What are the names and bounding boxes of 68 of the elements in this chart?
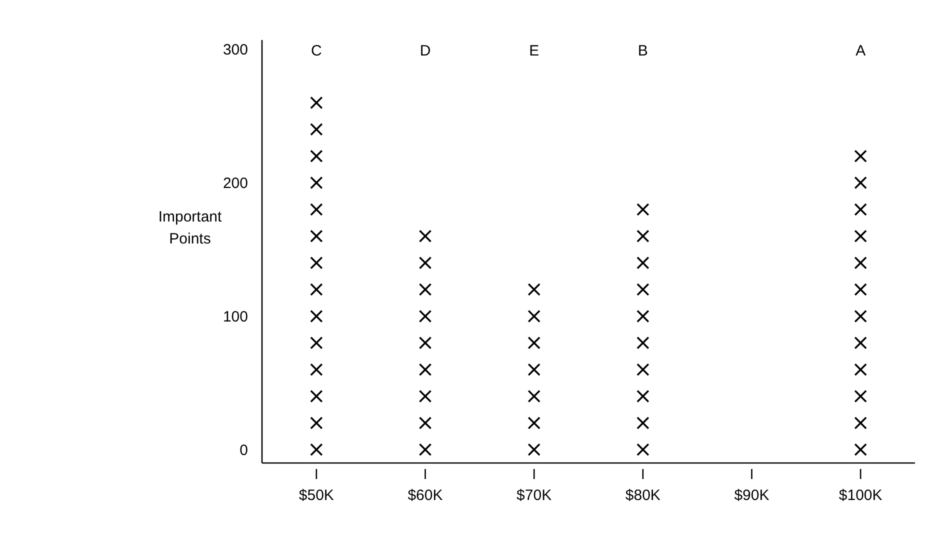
point [418, 363, 432, 376]
point [854, 336, 867, 350]
point [636, 310, 650, 323]
point [310, 363, 323, 376]
y-tick-label: 200 [222, 175, 248, 192]
point [310, 123, 323, 136]
point [310, 416, 323, 430]
point [854, 176, 867, 190]
point [418, 443, 432, 456]
annotation: C [310, 42, 322, 60]
point [854, 443, 867, 456]
point [418, 283, 432, 296]
x-tick-label: $80K [625, 487, 660, 504]
point [854, 230, 867, 243]
annotation: D [420, 42, 431, 60]
point [310, 176, 323, 190]
point [854, 310, 867, 323]
y-axis-title: Important Points [158, 208, 223, 248]
point [528, 443, 540, 456]
point [310, 283, 323, 296]
y-tick-label: 100 [222, 308, 248, 326]
point [854, 203, 867, 216]
point [854, 150, 867, 162]
point [418, 390, 432, 403]
point [854, 363, 867, 376]
point [418, 416, 432, 430]
point [418, 230, 432, 243]
point [854, 283, 867, 296]
point [636, 336, 650, 350]
y-tick-label: 300 [222, 42, 248, 59]
point [310, 230, 323, 243]
point [310, 203, 323, 216]
point [310, 150, 323, 162]
point [636, 443, 650, 456]
point [636, 230, 650, 243]
point [528, 416, 540, 430]
annotation: E [529, 42, 540, 60]
y-tick-label: 0 [240, 442, 248, 459]
annotation: B [638, 42, 648, 60]
point [310, 310, 323, 323]
point [636, 256, 650, 270]
point [310, 96, 323, 110]
x-tick-label: $60K [408, 487, 443, 504]
point [528, 283, 540, 296]
point [854, 390, 867, 403]
point [310, 256, 323, 270]
point [418, 336, 432, 350]
point [528, 363, 540, 376]
point [528, 310, 540, 323]
point [528, 336, 540, 350]
point [310, 443, 323, 456]
x-tick-label: $90K [734, 487, 770, 504]
point [636, 363, 650, 376]
point [310, 390, 323, 403]
point [854, 256, 867, 270]
point [310, 336, 323, 350]
point [854, 416, 867, 430]
point [636, 416, 650, 430]
x-tick-label: $70K [516, 487, 552, 504]
annotation: A [856, 42, 866, 60]
x-tick-label: $50K [298, 487, 334, 504]
x-tick-label: $100K [838, 487, 882, 504]
point [528, 390, 540, 403]
point [418, 256, 432, 270]
point [636, 283, 650, 296]
point [636, 390, 650, 403]
point [418, 310, 432, 323]
point [636, 203, 650, 216]
